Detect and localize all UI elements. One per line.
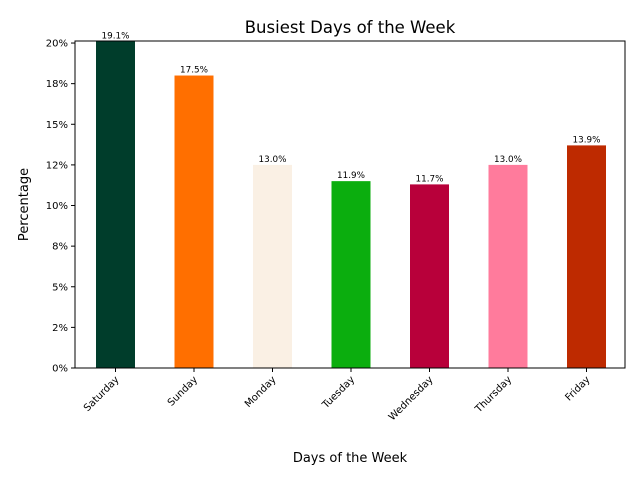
- x-tick-label-saturday: Saturday: [82, 374, 122, 414]
- bar-friday: [567, 145, 606, 368]
- plot-frame: [74, 40, 626, 369]
- data-label-tuesday: 11.9%: [337, 171, 365, 181]
- y-tick-label-0: 0%: [52, 364, 68, 375]
- data-label-thursday: 13.0%: [494, 155, 522, 165]
- bar-wednesday: [410, 184, 449, 368]
- x-tick-label-tuesday: Tuesday: [320, 374, 357, 411]
- y-tick-label-7: 18%: [46, 79, 68, 90]
- bars-layer: 19.1% 17.5% 13.0% 11.9% 11.7% 13.0% 13.9%: [96, 31, 606, 368]
- bar-saturday: [96, 41, 135, 368]
- y-axis: 0% 2% 5% 8% 10% 12% 15% 18% 20%: [46, 39, 75, 375]
- x-tick-label-sunday: Sunday: [166, 374, 200, 408]
- x-tick-label-friday: Friday: [563, 374, 592, 403]
- y-tick-label-1: 2%: [52, 323, 68, 334]
- bar-thursday: [488, 164, 528, 368]
- y-tick-label-8: 20%: [46, 39, 68, 50]
- data-label-monday: 13.0%: [259, 155, 287, 165]
- x-tick-label-wednesday: Wednesday: [387, 374, 436, 423]
- y-tick-label-5: 12%: [46, 160, 68, 171]
- y-tick-label-4: 10%: [46, 201, 68, 212]
- x-tick-label-thursday: Thursday: [473, 374, 514, 415]
- bar-monday: [253, 164, 292, 368]
- data-label-wednesday: 11.7%: [416, 174, 444, 184]
- y-axis-title: Percentage: [17, 168, 32, 241]
- x-tick-label-monday: Monday: [243, 374, 279, 410]
- y-tick-label-3: 8%: [52, 242, 68, 253]
- data-label-friday: 13.9%: [573, 135, 601, 145]
- y-tick-label-6: 15%: [46, 120, 68, 131]
- x-axis: Saturday Sunday Monday Tuesday Wednesday Thur…: [82, 368, 593, 423]
- data-label-saturday: 19.1%: [102, 31, 130, 41]
- bar-sunday: [174, 75, 214, 368]
- chart-title: Busiest Days of the Week: [245, 18, 456, 37]
- x-axis-title: Days of the Week: [293, 451, 408, 466]
- y-tick-label-2: 5%: [52, 282, 68, 293]
- bar-tuesday: [331, 181, 371, 368]
- data-label-sunday: 17.5%: [180, 66, 208, 76]
